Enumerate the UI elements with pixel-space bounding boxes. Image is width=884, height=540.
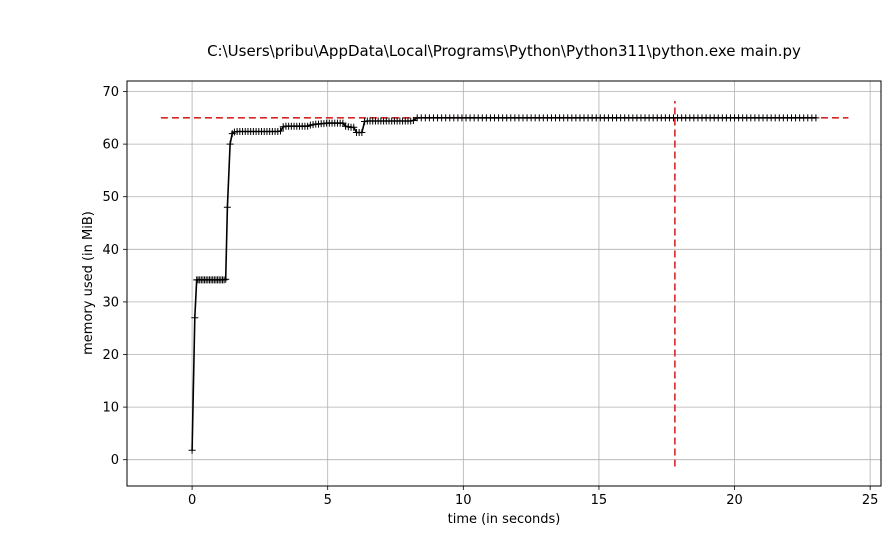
x-tick-label: 20 [726,493,743,508]
x-tick-label: 0 [188,493,196,508]
y-axis-ticks: 0 10 20 30 40 50 60 70 [102,85,127,468]
data-point-marker [277,127,285,135]
y-axis-label: memory used (in MiB) [81,211,96,355]
data-point-marker [226,140,234,148]
y-tick-label: 20 [102,348,119,363]
x-tick-label: 25 [862,493,879,508]
data-point-marker [222,275,230,283]
chart-title: C:\Users\pribu\AppData\Local\Programs\Py… [207,42,801,60]
x-axis-ticks: 0 5 10 15 20 25 [188,486,878,508]
y-tick-label: 30 [102,295,119,310]
x-tick-label: 10 [455,493,472,508]
data-point-marker [191,314,199,322]
data-point-marker [358,129,366,137]
x-tick-label: 15 [591,493,608,508]
x-axis-label: time (in seconds) [448,512,561,527]
plot-area-frame [126,80,882,487]
y-tick-label: 10 [102,401,119,416]
x-tick-label: 5 [324,493,332,508]
data-point-marker [350,123,358,131]
y-tick-label: 50 [102,190,119,205]
data-point-marker [220,276,228,284]
y-tick-label: 70 [102,85,119,100]
data-point-marker [223,203,231,211]
grid-lines [127,81,881,486]
data-point-marker [409,116,417,124]
data-point-marker [812,114,820,122]
y-tick-label: 40 [102,243,119,258]
y-tick-label: 60 [102,138,119,153]
y-tick-label: 0 [111,453,119,468]
memory-series [188,114,820,454]
data-point-marker [188,446,196,454]
